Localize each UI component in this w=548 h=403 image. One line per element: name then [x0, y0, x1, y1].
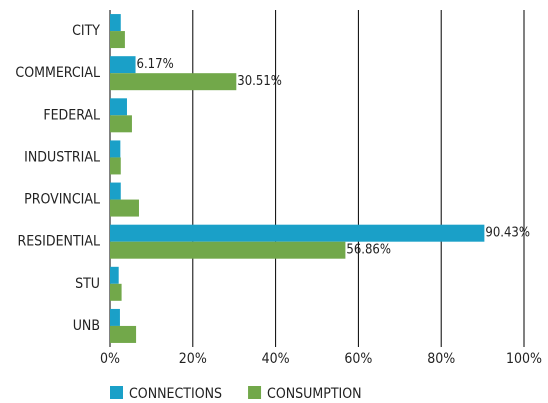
bar: [110, 224, 485, 242]
bar: [110, 56, 136, 74]
value-label: 30.51%: [237, 74, 282, 89]
bar: [110, 266, 119, 284]
y-tick-label: CITY: [72, 23, 100, 39]
bar: [110, 140, 121, 158]
y-tick-label: COMMERCIAL: [15, 65, 100, 81]
bar: [110, 98, 127, 116]
bar: [110, 241, 346, 259]
legend-label: CONSUMPTION: [267, 386, 362, 402]
legend-swatch: [248, 386, 262, 399]
y-tick-label: INDUSTRIAL: [24, 149, 100, 165]
legend-label: CONNECTIONS: [129, 386, 222, 402]
x-tick-label: 0%: [100, 351, 120, 367]
value-label: 6.17%: [137, 57, 174, 72]
y-tick-label: FEDERAL: [43, 107, 100, 123]
legend-swatch: [110, 386, 123, 399]
value-label: 90.43%: [485, 226, 530, 241]
y-tick-label: STU: [75, 276, 100, 292]
bar: [110, 31, 125, 49]
x-tick-label: 20%: [179, 351, 207, 367]
y-tick-label: PROVINCIAL: [24, 192, 100, 208]
y-tick-label: UNB: [73, 318, 100, 334]
y-tick-label: RESIDENTIAL: [17, 234, 100, 250]
bar: [110, 325, 137, 343]
x-tick-label: 40%: [262, 351, 290, 367]
bar: [110, 308, 120, 326]
bar: [110, 157, 121, 175]
x-tick-label: 80%: [427, 351, 455, 367]
bar: [110, 73, 237, 91]
bar: [110, 283, 122, 301]
bar: [110, 199, 139, 217]
value-label: 56.86%: [346, 243, 391, 258]
x-tick-label: 100%: [506, 351, 542, 367]
bar: [110, 115, 132, 133]
bar: [110, 182, 121, 200]
x-tick-label: 60%: [344, 351, 372, 367]
bar: [110, 14, 121, 32]
